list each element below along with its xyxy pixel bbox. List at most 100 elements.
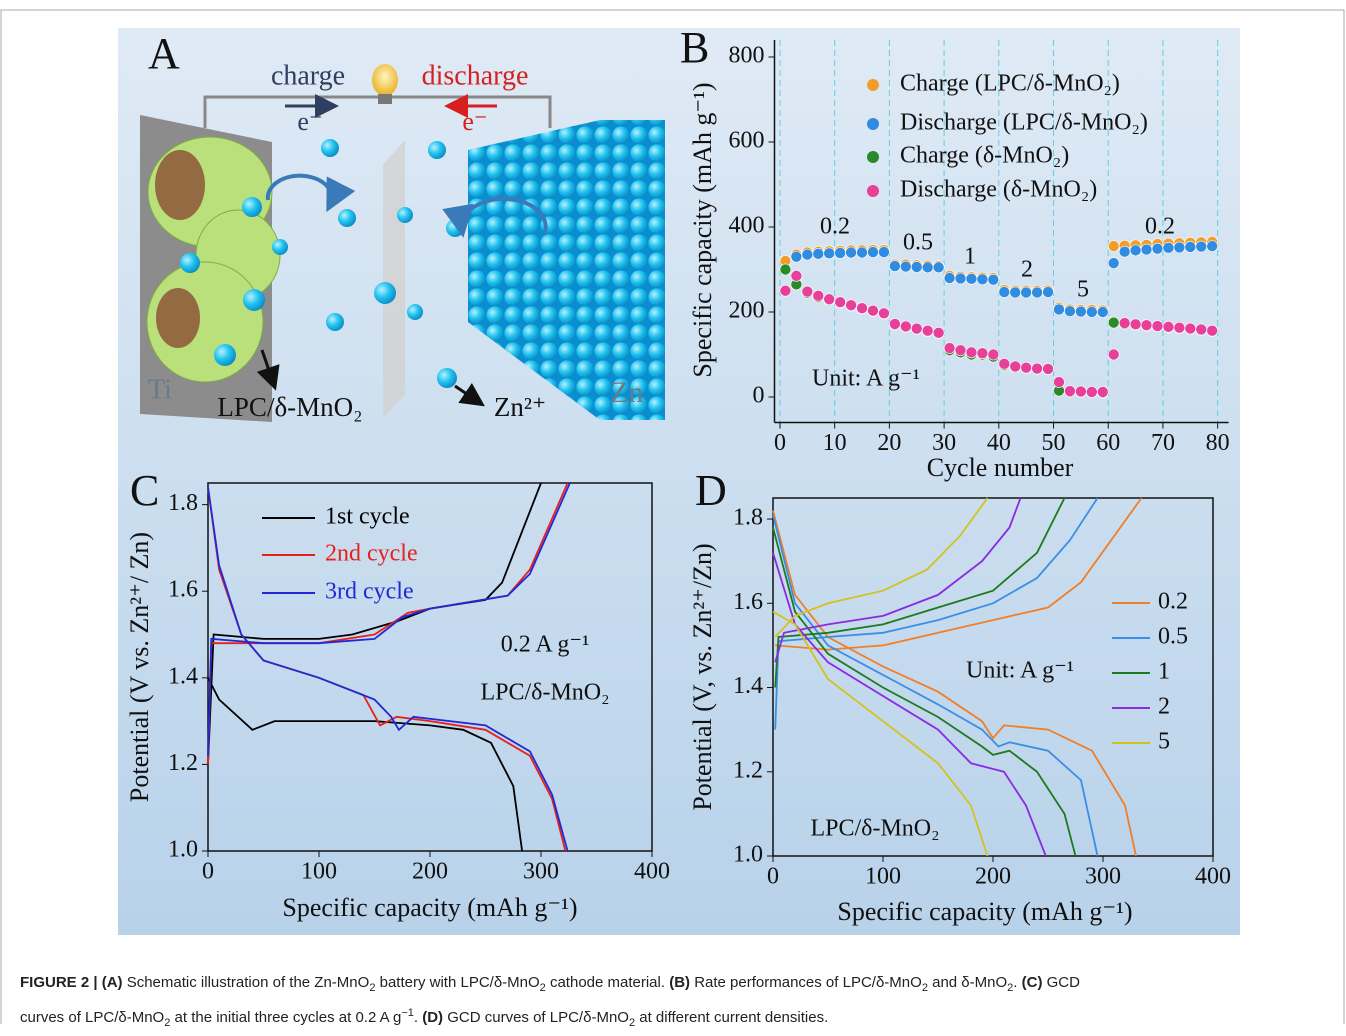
caption-text: GCD: [1042, 974, 1080, 991]
x-tick-label: 80: [1206, 430, 1230, 456]
data-point: [1174, 242, 1185, 253]
y-tick-label: 200: [729, 298, 765, 324]
data-point: [911, 261, 922, 272]
data-point: [922, 262, 933, 273]
electron-label: e⁻: [297, 107, 322, 136]
data-point: [791, 270, 802, 281]
caption-text: Rate performances of LPC/δ-MnO: [690, 974, 922, 991]
data-point: [1108, 241, 1119, 252]
caption-line: FIGURE 2 | (A) Schematic illustration of…: [20, 970, 1080, 1001]
data-point: [824, 294, 835, 305]
data-point: [1207, 325, 1218, 336]
data-point: [1141, 244, 1152, 255]
annotation: Unit: A g⁻¹: [966, 658, 1074, 684]
panel-label: B: [680, 23, 709, 72]
panel-label: D: [695, 466, 727, 515]
data-point: [1174, 322, 1185, 333]
caption-text: at the initial three cycles at 0.2 A g: [170, 1009, 401, 1026]
data-point: [1032, 363, 1043, 374]
data-point: [999, 358, 1010, 369]
legend-label: 1: [1158, 659, 1170, 685]
data-point: [1010, 361, 1021, 372]
charge-label: charge: [271, 60, 345, 91]
legend-label: 0.2: [1158, 589, 1188, 615]
caption: FIGURE 2 | (A) Schematic illustration of…: [20, 970, 1080, 1036]
caption-line: curves of LPC/δ-MnO2 at the initial thre…: [20, 1001, 1080, 1036]
data-point: [1185, 241, 1196, 252]
y-tick-label: 1.4: [168, 663, 198, 689]
data-point: [977, 348, 988, 359]
caption-text: curves of LPC/δ-MnO: [20, 1009, 164, 1026]
data-point: [1141, 320, 1152, 331]
data-point: [922, 325, 933, 336]
caption-text: .: [1013, 974, 1021, 991]
annotation: LPC/δ-MnO₂: [810, 816, 939, 842]
caption-text: battery with LPC/δ-MnO: [375, 974, 539, 991]
data-point: [1064, 386, 1075, 397]
mno2: [155, 150, 205, 220]
data-point: [1021, 362, 1032, 373]
x-tick-label: 300: [1085, 864, 1121, 890]
caption-text: GCD curves of LPC/δ-MnO: [443, 1009, 629, 1026]
data-point: [1119, 246, 1130, 257]
ion-label: Zn²⁺: [494, 392, 546, 422]
data-point: [1086, 386, 1097, 397]
legend-label: Charge (LPC/δ-MnO₂): [900, 71, 1120, 97]
data-point: [944, 343, 955, 354]
caption-text: FIGURE 2 | (A): [20, 974, 123, 991]
data-point: [780, 285, 791, 296]
y-tick-label: 1.6: [733, 589, 763, 615]
y-tick-label: 1.0: [733, 842, 763, 868]
data-point: [1163, 321, 1174, 332]
data-point: [955, 273, 966, 284]
y-tick-label: 400: [729, 213, 765, 239]
data-point: [1152, 321, 1163, 332]
data-point: [1064, 306, 1075, 317]
bulb-base: [378, 94, 392, 104]
data-point: [1196, 241, 1207, 252]
x-tick-label: 200: [975, 864, 1011, 890]
legend-label: 0.5: [1158, 624, 1188, 650]
y-tick-label: 800: [729, 43, 765, 69]
x-tick-label: 0: [767, 864, 779, 890]
data-point: [1086, 307, 1097, 318]
data-point: [802, 249, 813, 260]
data-point: [878, 247, 889, 258]
legend-label: Discharge (δ-MnO₂): [900, 177, 1097, 203]
data-point: [1053, 377, 1064, 388]
data-point: [933, 327, 944, 338]
caption-text: cathode material.: [546, 974, 669, 991]
caption-text: and δ-MnO: [928, 974, 1007, 991]
panel-label: C: [130, 466, 159, 515]
caption-text: (D): [422, 1009, 443, 1026]
x-tick-label: 100: [865, 864, 901, 890]
data-point: [1053, 304, 1064, 315]
x-tick-label: 400: [634, 859, 670, 885]
data-point: [835, 247, 846, 258]
x-tick-label: 60: [1096, 430, 1120, 456]
data-point: [977, 274, 988, 285]
y-tick-label: 600: [729, 128, 765, 154]
data-point: [1207, 241, 1218, 252]
data-point: [1032, 287, 1043, 298]
cathode-label: LPC/δ-MnO₂: [217, 392, 362, 422]
annotation: 1: [964, 244, 976, 270]
x-tick-label: 10: [823, 430, 847, 456]
data-point: [1130, 245, 1141, 256]
y-tick-label: 0: [753, 383, 765, 409]
data-point: [900, 261, 911, 272]
panel-label: A: [148, 29, 180, 78]
x-axis-label: Specific capacity (mAh g⁻¹): [282, 893, 577, 922]
caption-text: −1: [401, 1007, 414, 1019]
data-point: [835, 297, 846, 308]
data-point: [988, 274, 999, 285]
x-tick-label: 20: [877, 430, 901, 456]
data-point: [1196, 324, 1207, 335]
page: charge discharge e⁻ e⁻ A LPC/δ-MnO₂ Zn²⁺…: [0, 0, 1346, 1024]
annotation: 5: [1077, 277, 1089, 303]
mno2: [156, 288, 200, 348]
data-point: [813, 290, 824, 301]
x-tick-label: 300: [523, 859, 559, 885]
caption-text: (C): [1022, 974, 1043, 991]
data-point: [780, 264, 791, 275]
